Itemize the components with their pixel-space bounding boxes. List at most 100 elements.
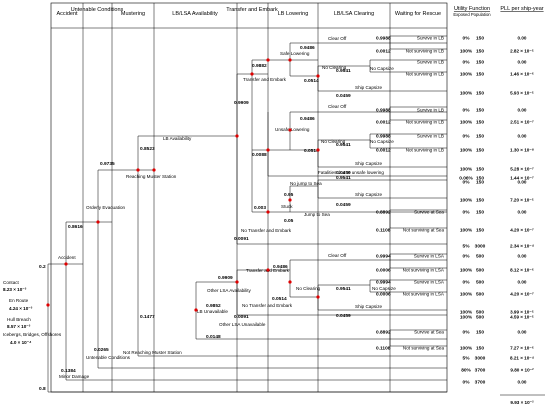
- outcome-utility: 100%: [460, 49, 473, 55]
- decision-node: [136, 168, 140, 172]
- unsafe-clear-prob: 0.9486: [300, 116, 315, 122]
- unsafe-prob: 0.0088: [252, 152, 267, 158]
- outcome-utility: 100%: [460, 310, 473, 316]
- safe-label: Safe Lowering: [280, 51, 310, 56]
- hull-label: Hull Breach: [7, 317, 31, 322]
- outcome-pll: 3.99 × 10⁻⁵: [510, 310, 534, 315]
- decision-node: [235, 134, 239, 138]
- outcome-utility: 0%: [463, 280, 471, 286]
- lbavail-label: LB Availability: [163, 136, 192, 141]
- decision-node: [316, 74, 320, 78]
- decision-node: [194, 308, 198, 312]
- outcome-utility: 5%: [463, 356, 471, 362]
- outcome-pll: 0.00: [518, 380, 527, 385]
- decision-node: [64, 262, 68, 266]
- outcome-event: Survive in LSA: [414, 254, 445, 259]
- untenable-prob: 0.0265: [94, 347, 109, 353]
- unsafe-label: Unsafe Lowering: [275, 127, 310, 132]
- outcome-cond-prob: 0.0006: [376, 292, 391, 298]
- outcome-utility: 0%: [463, 254, 471, 260]
- outcome-cond-prob: 0.0012: [376, 120, 391, 126]
- te-branch: [251, 59, 318, 213]
- nocap-a: No Capsize: [370, 66, 394, 71]
- lbavail-branch: [236, 73, 447, 245]
- outcome-event: Not surviving in LB: [406, 72, 444, 77]
- nojump-label: No jump to Sea: [290, 181, 322, 186]
- outcome-cond-prob: 0.0006: [376, 268, 391, 274]
- outcome-event: Not surviving in LB: [406, 120, 444, 125]
- outcome-utility: 100%: [460, 72, 473, 78]
- orderly-prob: 0.8616: [68, 224, 83, 230]
- outcome-utility: 0%: [463, 60, 471, 66]
- nojump-prob: 0.95: [284, 192, 294, 198]
- untenable-label: Untenable Conditions: [86, 355, 131, 360]
- outcome-cond-prob: 0.9988: [376, 108, 391, 114]
- jump-prob: 0.05: [284, 218, 294, 224]
- nocap-prob-c: 0.9541: [336, 175, 351, 181]
- decision-node: [96, 220, 100, 224]
- outcome-population: 150: [476, 49, 484, 55]
- decision-node: [266, 148, 270, 152]
- notrans-label: No Transfer and Embark: [241, 228, 292, 233]
- header-lblsa: LB/LSA Availability: [172, 11, 218, 17]
- decision-node: [316, 295, 320, 299]
- outcome-pll: 4.59 × 10⁻⁵: [510, 315, 534, 320]
- outcome-pll: 1.30 × 10⁻⁸: [510, 148, 534, 153]
- outcome-pll: 0.00: [518, 134, 527, 139]
- lsaunav-prob: 0.0148: [206, 334, 221, 340]
- outcome-population: 150: [476, 330, 484, 336]
- outcome-utility: 100%: [460, 120, 473, 126]
- outcome-cond-prob: 0.0012: [376, 49, 391, 55]
- enroute-label: En Route: [9, 298, 29, 303]
- outcome-pll: 0.00: [518, 36, 527, 41]
- outcome-population: 150: [476, 180, 484, 186]
- lbunavail-prob: 0.1477: [140, 314, 155, 320]
- noclear-prob-a: 0.0514: [304, 78, 319, 84]
- stuck-prob: 0.003: [254, 205, 266, 211]
- outcome-population: 150: [476, 346, 484, 352]
- outcome-population: 500: [476, 254, 484, 260]
- outcome-pll: 5.28 × 10⁻⁷: [510, 167, 534, 172]
- outcome-utility: 100%: [460, 315, 473, 321]
- lsaavail-label: Other LSA Availability: [207, 288, 252, 293]
- safe-prob: 0.9486: [300, 45, 315, 51]
- minor-label: Minor Damage: [59, 374, 90, 379]
- outcome-cond-prob: 0.9994: [376, 280, 391, 286]
- outcome-cond-prob: 0.1108: [376, 346, 391, 352]
- te-upper-prob: 0.9882: [252, 63, 267, 69]
- outcome-pll: 2.82 × 10⁻⁵: [510, 49, 534, 54]
- accident-label: Accident: [58, 255, 76, 260]
- outcome-pll: 0.00: [518, 210, 527, 215]
- outcome-pll: 0.00: [518, 180, 527, 185]
- decision-node: [316, 148, 320, 152]
- decision-node: [288, 128, 292, 132]
- clearoff-a: Clear Off: [328, 36, 347, 41]
- enroute-value: 4.24 × 10⁻³: [9, 306, 33, 311]
- shipcap-prob-b: 0.0459: [336, 170, 351, 176]
- reaching-label: Reaching Muster Station: [126, 174, 177, 179]
- outcome-pll: 2.51 × 10⁻⁷: [510, 120, 534, 125]
- outcome-cond-prob: 0.9988: [376, 134, 391, 140]
- outcome-pll: 0.00: [518, 280, 527, 285]
- noclear-a: No Clearing: [322, 65, 347, 70]
- outcome-cond-prob: 0.0012: [376, 148, 391, 154]
- outcome-utility: 100%: [460, 198, 473, 204]
- decision-node: [288, 198, 292, 202]
- shipcap-a: Ship Capsize: [355, 85, 383, 90]
- ice-value: 4.0 × 10⁻⁴: [10, 340, 32, 345]
- outcome-event: Not surviving in LSA: [403, 292, 445, 297]
- outcome-pll: 1.44 × 10⁻⁷: [510, 176, 534, 181]
- header-lowering: LB Lowering: [278, 11, 309, 17]
- stuck-label: Stuck: [281, 204, 293, 209]
- decision-node: [152, 168, 156, 172]
- outcome-utility: 0%: [463, 180, 471, 186]
- outcome-event: Not surviving in LB: [406, 148, 444, 153]
- outcome-pll: 0.00: [518, 60, 527, 65]
- outcome-utility: 80%: [461, 368, 471, 374]
- header-pll: PLL per ship-year: [500, 6, 543, 12]
- nocap-prob-a: 0.9541: [336, 68, 351, 74]
- shipcap-prob-d: 0.0459: [336, 313, 351, 319]
- outcome-population: 150: [476, 36, 484, 42]
- noclear-d: No Clearing: [296, 286, 321, 291]
